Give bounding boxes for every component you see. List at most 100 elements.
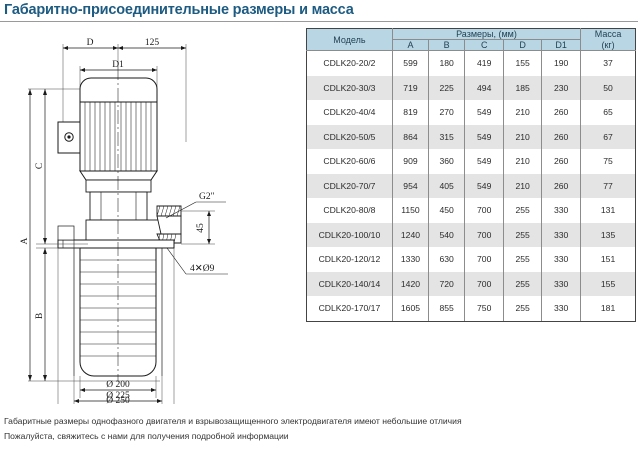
value-cell-d1: 260: [541, 149, 582, 174]
footer-line-2: Пожалуйста, свяжитесь с нами для получен…: [4, 431, 289, 442]
value-cell-d1: 330: [541, 222, 582, 247]
value-cell-b: 720: [428, 271, 466, 296]
table-row: CDLK20-120/12 1330 630 700 255 330 151: [306, 247, 636, 272]
col-header-a: A: [391, 39, 430, 51]
table-row: CDLK20-20/2 599 180 419 155 190 37: [306, 50, 636, 76]
value-cell-a: 864: [391, 124, 430, 149]
value-cell-b: 360: [428, 149, 466, 174]
mass-value-cell: 131: [580, 198, 636, 223]
value-cell-d1: 330: [541, 247, 582, 272]
value-cell-d: 255: [503, 296, 543, 322]
dimension-label-g2: G2": [199, 192, 215, 202]
value-cell-d1: 260: [541, 100, 582, 125]
model-cell: CDLK20-20/2: [306, 50, 393, 76]
value-cell-d1: 260: [541, 173, 582, 198]
table-header-row-2: A B C D D1: [307, 39, 636, 51]
value-cell-a: 1330: [391, 247, 430, 272]
mass-value-cell: 37: [580, 50, 636, 76]
col-header-d1: D1: [541, 39, 582, 51]
value-cell-b: 540: [428, 222, 466, 247]
model-cell: CDLK20-50/5: [306, 124, 393, 149]
model-cell: CDLK20-140/14: [306, 271, 393, 296]
dimension-label-b: B: [35, 313, 45, 319]
mass-label-line1: Масса: [594, 29, 622, 40]
table-row: CDLK20-140/14 1420 720 700 255 330 155: [306, 271, 636, 296]
value-cell-a: 1240: [391, 222, 430, 247]
mass-value-cell: 151: [580, 247, 636, 272]
model-cell: CDLK20-30/3: [306, 75, 393, 100]
value-cell-b: 315: [428, 124, 466, 149]
col-header-mass: Масса (кг): [580, 28, 636, 51]
value-cell-d: 155: [503, 50, 543, 76]
table-row: CDLK20-60/6 909 360 549 210 260 75: [306, 149, 636, 174]
value-cell-d: 255: [503, 271, 543, 296]
model-cell: CDLK20-120/12: [306, 247, 393, 272]
value-cell-c: 700: [464, 222, 505, 247]
value-cell-b: 180: [428, 50, 466, 76]
value-cell-a: 1150: [391, 198, 430, 223]
value-cell-b: 225: [428, 75, 466, 100]
title-divider: [0, 21, 638, 22]
specification-table: Модель Размеры, (мм) Масса (кг) A B C D …: [306, 28, 636, 322]
value-cell-c: 419: [464, 50, 505, 76]
mass-value-cell: 65: [580, 100, 636, 125]
col-header-c: C: [464, 39, 505, 51]
footer-notes: Габаритные размеры однофазного двигателя…: [4, 414, 634, 444]
value-cell-a: 909: [391, 149, 430, 174]
model-cell: CDLK20-170/17: [306, 296, 393, 322]
value-cell-c: 750: [464, 296, 505, 322]
dimensions-table: Модель Размеры, (мм) Масса (кг) A B C D …: [306, 28, 636, 322]
value-cell-d: 255: [503, 222, 543, 247]
value-cell-c: 700: [464, 198, 505, 223]
value-cell-c: 549: [464, 173, 505, 198]
value-cell-c: 549: [464, 149, 505, 174]
value-cell-d: 255: [503, 198, 543, 223]
value-cell-c: 700: [464, 271, 505, 296]
value-cell-b: 450: [428, 198, 466, 223]
value-cell-a: 819: [391, 100, 430, 125]
col-header-d: D: [503, 39, 543, 51]
value-cell-d: 255: [503, 247, 543, 272]
mass-value-cell: 77: [580, 173, 636, 198]
value-cell-a: 719: [391, 75, 430, 100]
table-head: Модель Размеры, (мм) Масса (кг) A B C D …: [306, 28, 636, 51]
value-cell-d1: 260: [541, 124, 582, 149]
col-header-b: B: [428, 39, 466, 51]
dimension-label-a: A: [20, 237, 30, 244]
page-title: Габаритно-присоединительные размеры и ма…: [4, 2, 354, 18]
dimension-label-d: D: [87, 38, 94, 48]
col-header-model: Модель: [306, 28, 393, 51]
table-row: CDLK20-40/4 819 270 549 210 260 65: [306, 100, 636, 125]
value-cell-c: 549: [464, 100, 505, 125]
value-cell-d: 210: [503, 149, 543, 174]
table-row: CDLK20-50/5 864 315 549 210 260 67: [306, 124, 636, 149]
value-cell-b: 270: [428, 100, 466, 125]
value-cell-d1: 330: [541, 271, 582, 296]
value-cell-c: 494: [464, 75, 505, 100]
table-row: CDLK20-70/7 954 405 549 210 260 77: [306, 173, 636, 198]
value-cell-a: 599: [391, 50, 430, 76]
dimension-label-45: 45: [196, 223, 206, 233]
mass-value-cell: 135: [580, 222, 636, 247]
pump-technical-drawing: D 125 D1 G2" 45 4✕Ø9 C A B Ø 200 Ø 225 Ø…: [0, 26, 300, 404]
dimension-label-125: 125: [145, 38, 160, 48]
table-body: CDLK20-20/2 599 180 419 155 190 37 CDLK20-30/3 7…: [306, 50, 636, 322]
model-cell: CDLK20-80/8: [306, 198, 393, 223]
table-row: CDLK20-100/10 1240 540 700 255 330 135: [306, 222, 636, 247]
value-cell-b: 630: [428, 247, 466, 272]
mass-label-line2: (кг): [601, 39, 615, 50]
mass-value-cell: 155: [580, 271, 636, 296]
dimension-label-c: C: [35, 163, 45, 169]
model-cell: CDLK20-100/10: [306, 222, 393, 247]
value-cell-a: 954: [391, 173, 430, 198]
value-cell-b: 855: [428, 296, 466, 322]
dimension-label-dia250: Ø 250: [106, 396, 130, 404]
mass-value-cell: 67: [580, 124, 636, 149]
table-header-row-1: Модель Размеры, (мм) Масса (кг): [306, 28, 636, 51]
value-cell-d1: 330: [541, 198, 582, 223]
value-cell-c: 700: [464, 247, 505, 272]
table-row: CDLK20-170/17 1605 855 750 255 330 181: [306, 296, 636, 322]
mass-value-cell: 75: [580, 149, 636, 174]
value-cell-d: 210: [503, 100, 543, 125]
value-cell-c: 549: [464, 124, 505, 149]
